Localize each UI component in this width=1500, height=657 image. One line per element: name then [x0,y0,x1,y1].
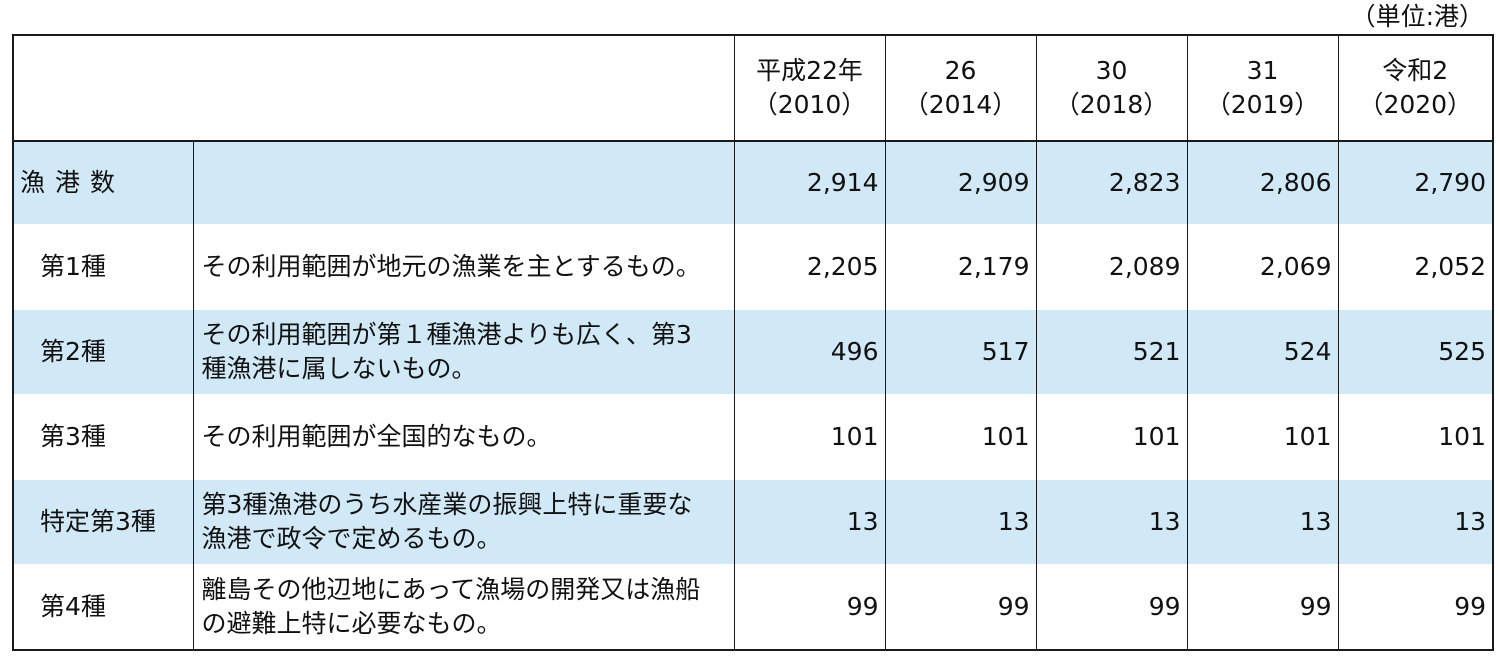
table-row: 第4種 離島その他辺地にあって漁場の開発又は漁船の避難上特に必要なもの。 99 … [13,564,1493,650]
column-header: 令和2 （2020） [1337,35,1493,142]
value-cell: 521 [1035,310,1187,394]
value-cell: 2,806 [1186,141,1338,224]
column-header-era: 31 [1246,56,1279,85]
column-header: 31 （2019） [1186,35,1338,142]
value-cell: 2,823 [1035,141,1187,224]
column-header-era: 30 [1095,56,1128,85]
value-cell: 13 [1035,480,1187,564]
row-description: その利用範囲が全国的なもの。 [192,394,734,480]
column-header-year: （2014） [903,90,1018,119]
value-cell: 101 [733,394,885,480]
value-cell: 2,179 [884,224,1036,310]
column-header-era: 26 [944,56,977,85]
value-cell: 2,790 [1337,141,1493,224]
value-cell: 101 [1035,394,1187,480]
value-cell: 524 [1186,310,1338,394]
row-category: 第2種 [13,310,193,394]
value-cell: 496 [733,310,885,394]
value-cell: 525 [1337,310,1493,394]
value-cell: 2,914 [733,141,885,224]
unit-label: （単位:港） [1350,2,1484,31]
column-header: 30 （2018） [1035,35,1187,142]
value-cell: 13 [1186,480,1338,564]
column-header-era: 令和2 [1382,56,1449,85]
value-cell: 99 [1186,564,1338,650]
table-row: 特定第3種 第3種漁港のうち水産業の振興上特に重要な漁港で政令で定めるもの。 1… [13,480,1493,564]
table-row: 第1種 その利用範囲が地元の漁業を主とするもの。 2,205 2,179 2,0… [13,224,1493,310]
value-cell: 99 [733,564,885,650]
value-cell: 101 [1337,394,1493,480]
value-cell: 101 [1186,394,1338,480]
value-cell: 13 [733,480,885,564]
value-cell: 99 [884,564,1036,650]
row-category: 第3種 [13,394,193,480]
row-description: その利用範囲が地元の漁業を主とするもの。 [192,224,734,310]
fishing-port-table: 平成22年 （2010） 26 （2014） 30 （2018） 31 （201… [12,34,1494,651]
value-cell: 99 [1337,564,1493,650]
value-cell: 99 [1035,564,1187,650]
column-header-year: （2020） [1358,90,1473,119]
row-category: 第4種 [13,564,193,650]
table-row: 第2種 その利用範囲が第１種漁港よりも広く、第3種漁港に属しないもの。 496 … [13,310,1493,394]
row-description [192,141,734,224]
column-header-era: 平成22年 [756,56,863,85]
column-header-year: （2019） [1205,90,1320,119]
value-cell: 2,052 [1337,224,1493,310]
table-row: 第3種 その利用範囲が全国的なもの。 101 101 101 101 101 [13,394,1493,480]
value-cell: 13 [1337,480,1493,564]
value-cell: 13 [884,480,1036,564]
value-cell: 517 [884,310,1036,394]
column-header: 平成22年 （2010） [733,35,885,142]
row-category: 漁港数 [13,141,193,224]
header-blank-cell [13,35,734,142]
value-cell: 101 [884,394,1036,480]
row-category: 第1種 [13,224,193,310]
column-header-year: （2018） [1054,90,1169,119]
table-row-total: 漁港数 2,914 2,909 2,823 2,806 2,790 [13,141,1493,224]
row-description: 第3種漁港のうち水産業の振興上特に重要な漁港で政令で定めるもの。 [192,480,734,564]
value-cell: 2,069 [1186,224,1338,310]
column-header: 26 （2014） [884,35,1036,142]
row-description: 離島その他辺地にあって漁場の開発又は漁船の避難上特に必要なもの。 [192,564,734,650]
header-row: 平成22年 （2010） 26 （2014） 30 （2018） 31 （201… [13,35,1493,142]
value-cell: 2,205 [733,224,885,310]
value-cell: 2,909 [884,141,1036,224]
column-header-year: （2010） [752,90,867,119]
row-category: 特定第3種 [13,480,193,564]
value-cell: 2,089 [1035,224,1187,310]
row-description: その利用範囲が第１種漁港よりも広く、第3種漁港に属しないもの。 [192,310,734,394]
